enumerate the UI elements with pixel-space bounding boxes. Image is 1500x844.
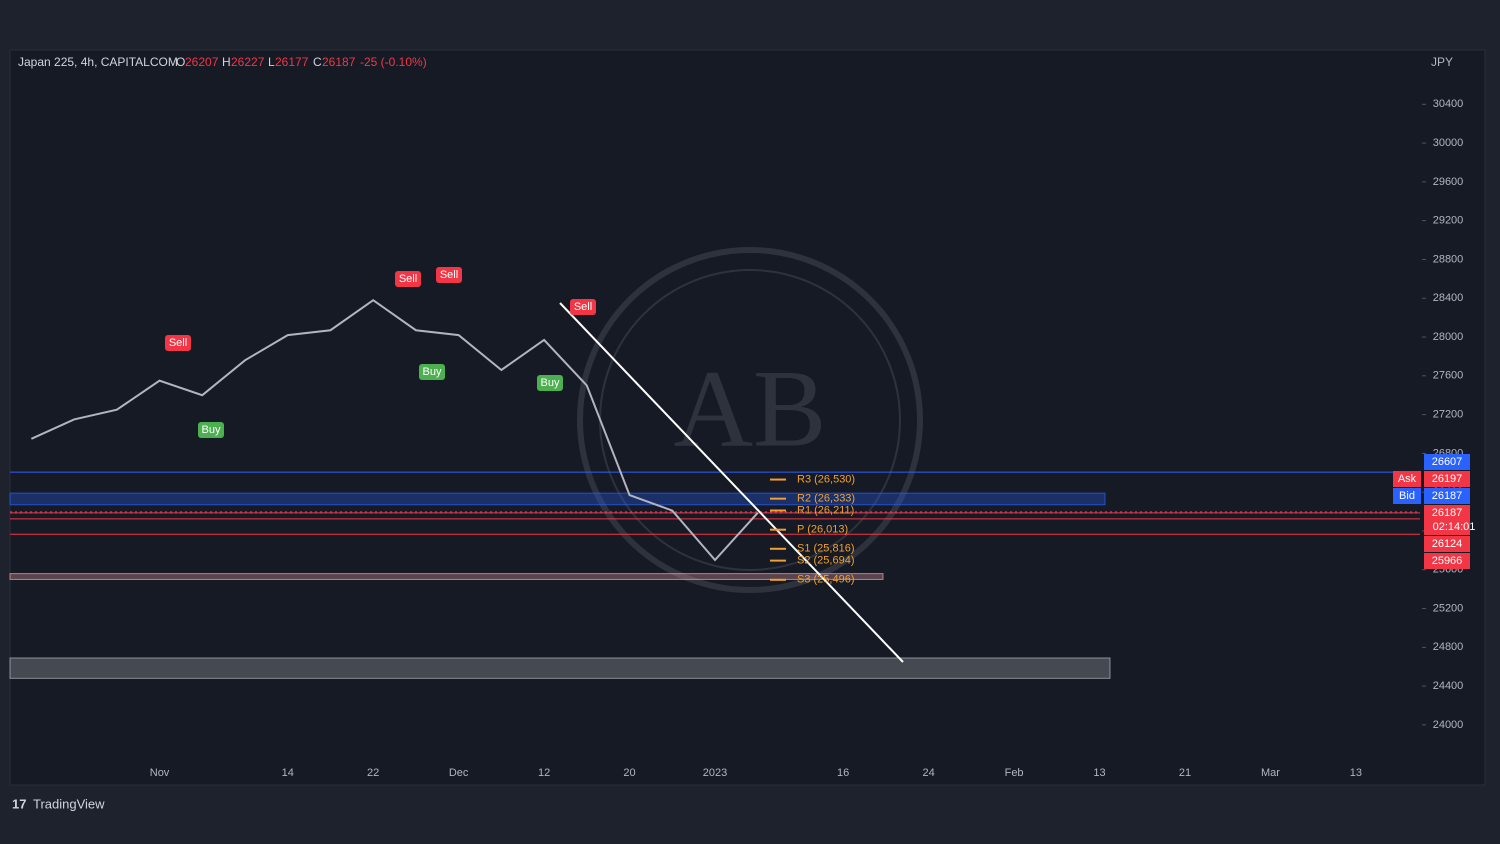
y-tick-label: 28800 xyxy=(1433,253,1464,265)
price-tag xyxy=(1424,488,1470,504)
signal-label: Sell xyxy=(169,337,187,349)
signal-label: Sell xyxy=(399,273,417,285)
header-close-label: C xyxy=(313,55,322,69)
price-tag-name-box xyxy=(1393,471,1421,487)
y-tick-label: 29600 xyxy=(1433,176,1464,188)
svg-text:AB: AB xyxy=(674,347,827,469)
y-tick-label: 24800 xyxy=(1433,641,1464,653)
y-tick-label: 27600 xyxy=(1433,370,1464,382)
pivot-label: S1 (25,816) xyxy=(797,543,854,555)
price-tag xyxy=(1424,553,1470,569)
x-tick-label: Mar xyxy=(1261,767,1280,779)
pivot-label: R1 (26,211) xyxy=(797,504,854,516)
signal-badge xyxy=(198,422,224,438)
price-tag-value: 26607 xyxy=(1432,456,1463,468)
y-tick-label: 24400 xyxy=(1433,680,1464,692)
x-tick-label: 13 xyxy=(1093,767,1105,779)
y-tick-label: 25200 xyxy=(1433,602,1464,614)
logo-mark: 17 xyxy=(12,796,26,811)
signal-badge xyxy=(570,299,596,315)
x-tick-label: 16 xyxy=(837,767,849,779)
x-tick-label: 14 xyxy=(282,767,294,779)
y-tick-label: 28400 xyxy=(1433,292,1464,304)
x-tick-label: Nov xyxy=(150,767,170,779)
x-tick-label: 20 xyxy=(623,767,635,779)
header-symbol: Japan 225, 4h, CAPITALCOM xyxy=(18,55,178,69)
y-tick-label: 29200 xyxy=(1433,215,1464,227)
x-tick-label: Dec xyxy=(449,767,469,779)
header-low-label: L xyxy=(268,55,275,69)
y-tick-label: 24000 xyxy=(1433,719,1464,731)
y-tick-label: 30400 xyxy=(1433,98,1464,110)
price-line-series xyxy=(30,298,759,562)
signal-badge xyxy=(165,335,191,351)
x-tick-label: 2023 xyxy=(703,767,727,779)
y-tick-label: 27200 xyxy=(1433,408,1464,420)
zone xyxy=(9,573,884,580)
price-tag-name: Ask xyxy=(1398,473,1417,485)
signal-badge xyxy=(537,375,563,391)
y-tick-label: 30000 xyxy=(1433,137,1464,149)
header-high: 26227 xyxy=(231,55,265,69)
price-tag-value: 26197 xyxy=(1432,473,1463,485)
price-tag-value: 26124 xyxy=(1432,538,1463,550)
x-tick-label: Feb xyxy=(1005,767,1024,779)
signal-label: Sell xyxy=(440,269,458,281)
pivot-label: P (26,013) xyxy=(797,524,848,536)
x-tick-label: 21 xyxy=(1179,767,1191,779)
footer: TradingView xyxy=(33,796,105,811)
price-tag-name-box xyxy=(1393,488,1421,504)
currency: JPY xyxy=(1431,55,1453,69)
pivot-label: R2 (26,333) xyxy=(797,493,855,505)
signal-label: Buy xyxy=(541,377,560,389)
price-tag-value: 26187 xyxy=(1432,490,1463,502)
header-change: -25 (-0.10%) xyxy=(360,55,427,69)
y-tick-label: 28000 xyxy=(1433,331,1464,343)
zone xyxy=(9,492,1106,506)
pivot-label: S3 (25,496) xyxy=(797,574,854,586)
signal-label: Buy xyxy=(202,424,221,436)
signal-badge xyxy=(395,271,421,287)
header-close: 26187 xyxy=(322,55,356,69)
header-high-label: H xyxy=(222,55,231,69)
x-tick-label: 22 xyxy=(367,767,379,779)
header-low: 26177 xyxy=(275,55,309,69)
x-tick-label: 13 xyxy=(1350,767,1362,779)
price-tag-value: 25966 xyxy=(1432,555,1463,567)
signal-label: Sell xyxy=(574,301,592,313)
price-tag-name: Bid xyxy=(1399,490,1415,502)
pivot-label: S2 (25,694) xyxy=(797,555,854,567)
header-open: 26207 xyxy=(185,55,219,69)
price-tag-countdown: 02:14:01 xyxy=(1433,521,1476,533)
pivot-label: R3 (26,530) xyxy=(797,473,855,485)
x-tick-label: 12 xyxy=(538,767,550,779)
signal-badge xyxy=(436,267,462,283)
price-tag xyxy=(1424,471,1470,487)
signal-badge xyxy=(419,364,445,380)
x-tick-label: 24 xyxy=(923,767,935,779)
price-tag xyxy=(1424,536,1470,552)
trend-line xyxy=(559,302,904,663)
chart-pane xyxy=(9,49,1486,786)
price-tag-value: 26187 xyxy=(1432,507,1463,519)
price-tag xyxy=(1424,454,1470,470)
signal-label: Buy xyxy=(423,366,442,378)
price-tag xyxy=(1424,505,1470,535)
header-open-label: O xyxy=(176,55,185,69)
zone xyxy=(9,657,1111,679)
